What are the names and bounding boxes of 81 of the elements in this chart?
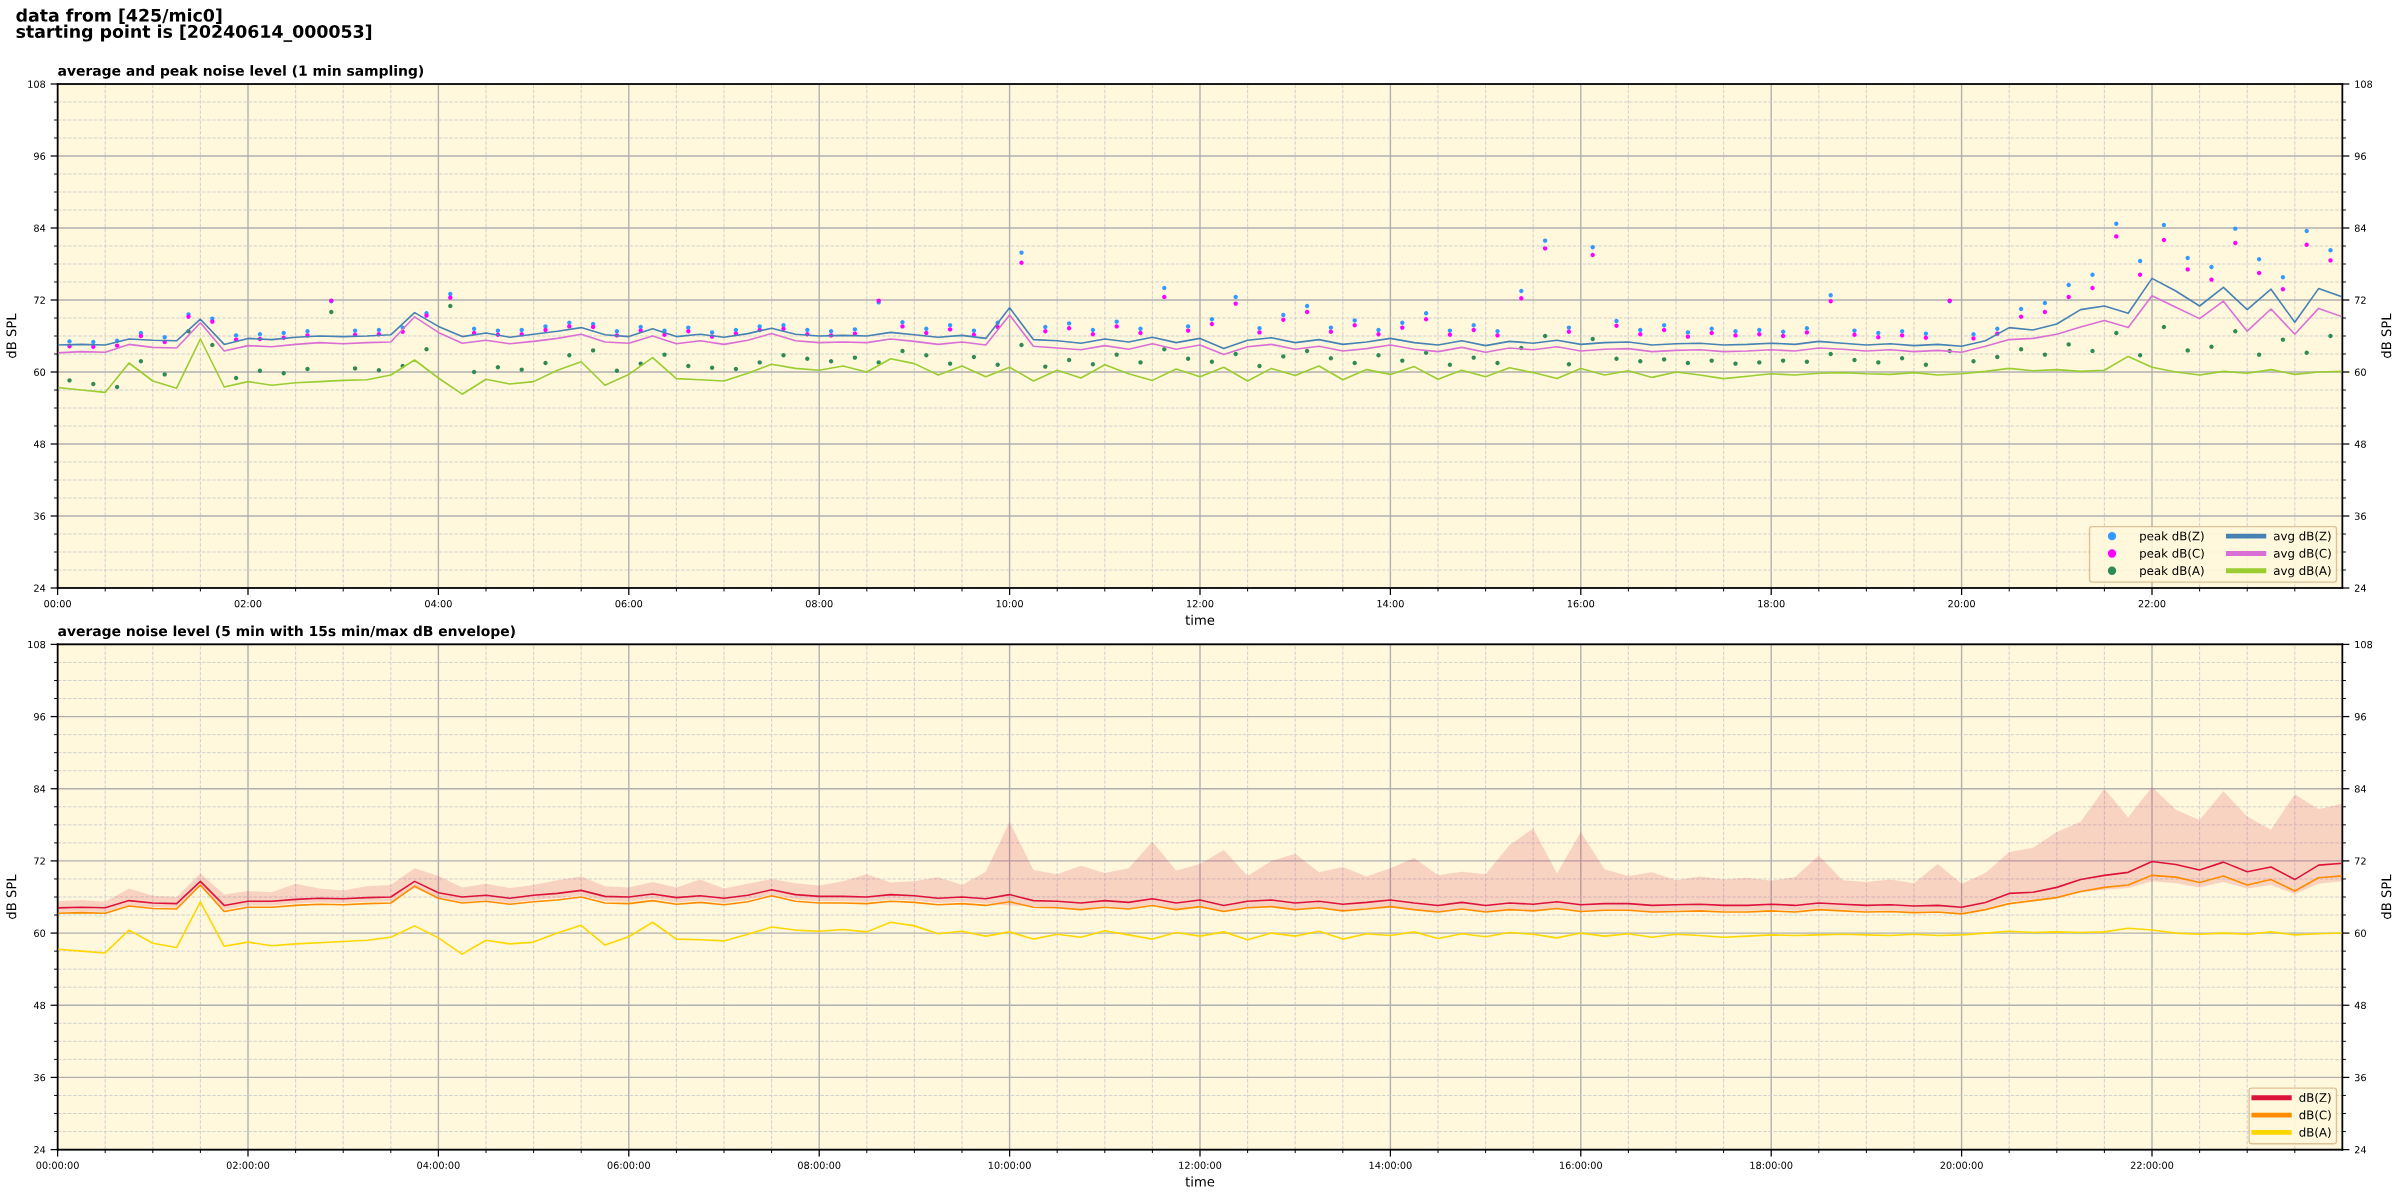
y2-tick-label: 84 xyxy=(2354,785,2367,793)
y2-axis-title: dB SPL xyxy=(2381,874,2392,919)
x-tick-label: 08:00:00 xyxy=(798,1161,841,1169)
y-tick-label: 96 xyxy=(34,152,46,160)
y2-tick-label: 108 xyxy=(2355,80,2373,88)
chart-title: average and peak noise level (1 min sampling) xyxy=(58,65,424,79)
y2-tick-label: 48 xyxy=(2354,1001,2366,1010)
legend-label: dB(Z) xyxy=(2299,1092,2331,1104)
x-tick-label: 14:00 xyxy=(1377,599,1404,608)
line-series xyxy=(57,901,2343,955)
x-tick-label: 00:00:00 xyxy=(36,1161,79,1169)
x-tick-label: 22:00:00 xyxy=(2130,1161,2174,1169)
line-series xyxy=(57,338,2343,395)
y-axis-title: dB SPL xyxy=(6,313,17,358)
y2-tick-label: 72 xyxy=(2355,857,2366,865)
y-tick-label: 60 xyxy=(34,368,46,376)
y2-tick-label: 24 xyxy=(2354,584,2367,592)
x-tick-label: 10:00 xyxy=(996,599,1023,608)
y-tick-label: 36 xyxy=(34,1073,46,1082)
y-tick-label: 84 xyxy=(34,785,46,793)
legend-label: peak dB(C) xyxy=(2140,548,2204,561)
legend-label: avg dB(A) xyxy=(2273,565,2331,578)
text: data from [425/mic0] xyxy=(16,8,222,24)
x-tick-label: 14:00:00 xyxy=(1369,1161,1412,1169)
x-tick-label: 20:00:00 xyxy=(1940,1161,1983,1169)
y-tick-label: 60 xyxy=(34,929,46,937)
legend-label: dB(A) xyxy=(2299,1127,2331,1139)
x-tick-label: 18:00:00 xyxy=(1750,1161,1793,1169)
y-tick-label: 108 xyxy=(28,640,46,649)
legend-label: avg dB(Z) xyxy=(2273,531,2331,543)
y-tick-label: 96 xyxy=(34,713,46,721)
y-tick-label: 84 xyxy=(34,224,46,232)
y-tick-label: 36 xyxy=(34,512,46,520)
x-axis-title: time xyxy=(1185,614,1215,625)
x-tick-label: 04:00:00 xyxy=(417,1161,460,1169)
x-tick-label: 16:00:00 xyxy=(1560,1161,1602,1169)
x-tick-label: 02:00 xyxy=(234,599,262,608)
x-tick-label: 02:00:00 xyxy=(226,1161,270,1169)
x-tick-label: 04:00 xyxy=(425,599,452,608)
x-tick-label: 00:00 xyxy=(44,599,71,608)
y2-tick-label: 96 xyxy=(2354,152,2366,160)
y2-tick-label: 60 xyxy=(2354,368,2366,376)
x-tick-label: 10:00:00 xyxy=(988,1161,1031,1169)
legend-label: avg dB(C) xyxy=(2273,548,2331,561)
y-tick-label: 48 xyxy=(33,1001,46,1010)
line-series xyxy=(57,874,2343,915)
y2-tick-label: 108 xyxy=(2355,640,2373,649)
y2-tick-label: 36 xyxy=(2354,1073,2366,1082)
chart-title: average noise level (5 min with 15s min/max dB envelope) xyxy=(58,625,515,640)
text: starting point is [20240614_000053] xyxy=(16,24,372,42)
y2-tick-label: 36 xyxy=(2354,512,2366,520)
y2-tick-label: 48 xyxy=(2354,440,2366,448)
y-tick-label: 72 xyxy=(34,857,45,865)
y2-tick-label: 96 xyxy=(2354,713,2366,721)
line-series xyxy=(57,295,2343,356)
y-tick-label: 24 xyxy=(34,1146,46,1154)
legend-label: peak dB(A) xyxy=(2140,565,2204,578)
x-tick-label: 16:00 xyxy=(1567,599,1595,608)
y-tick-label: 24 xyxy=(34,584,46,592)
y2-tick-label: 84 xyxy=(2354,224,2367,232)
x-tick-label: 12:00 xyxy=(1187,599,1214,608)
y-axis-title: dB SPL xyxy=(6,874,17,919)
x-axis-title: time xyxy=(1185,1176,1215,1187)
line-series xyxy=(57,277,2343,350)
x-tick-label: 06:00:00 xyxy=(607,1161,650,1169)
y2-tick-label: 72 xyxy=(2355,296,2366,304)
x-tick-label: 08:00 xyxy=(805,599,833,608)
legend-label: peak dB(Z) xyxy=(2140,531,2204,543)
y2-axis-title: dB SPL xyxy=(2381,313,2392,358)
y-tick-label: 108 xyxy=(28,80,46,88)
x-tick-label: 20:00 xyxy=(1948,599,1975,608)
y2-tick-label: 24 xyxy=(2354,1146,2367,1154)
y-tick-label: 48 xyxy=(33,440,46,448)
y2-tick-label: 60 xyxy=(2354,929,2366,937)
x-tick-label: 22:00 xyxy=(2138,599,2166,608)
x-tick-label: 18:00 xyxy=(1758,599,1785,608)
x-tick-label: 12:00:00 xyxy=(1179,1161,1222,1169)
line-series xyxy=(57,860,2343,909)
y-tick-label: 72 xyxy=(34,296,45,304)
x-tick-label: 06:00 xyxy=(615,599,643,608)
legend-label: dB(C) xyxy=(2299,1110,2331,1121)
